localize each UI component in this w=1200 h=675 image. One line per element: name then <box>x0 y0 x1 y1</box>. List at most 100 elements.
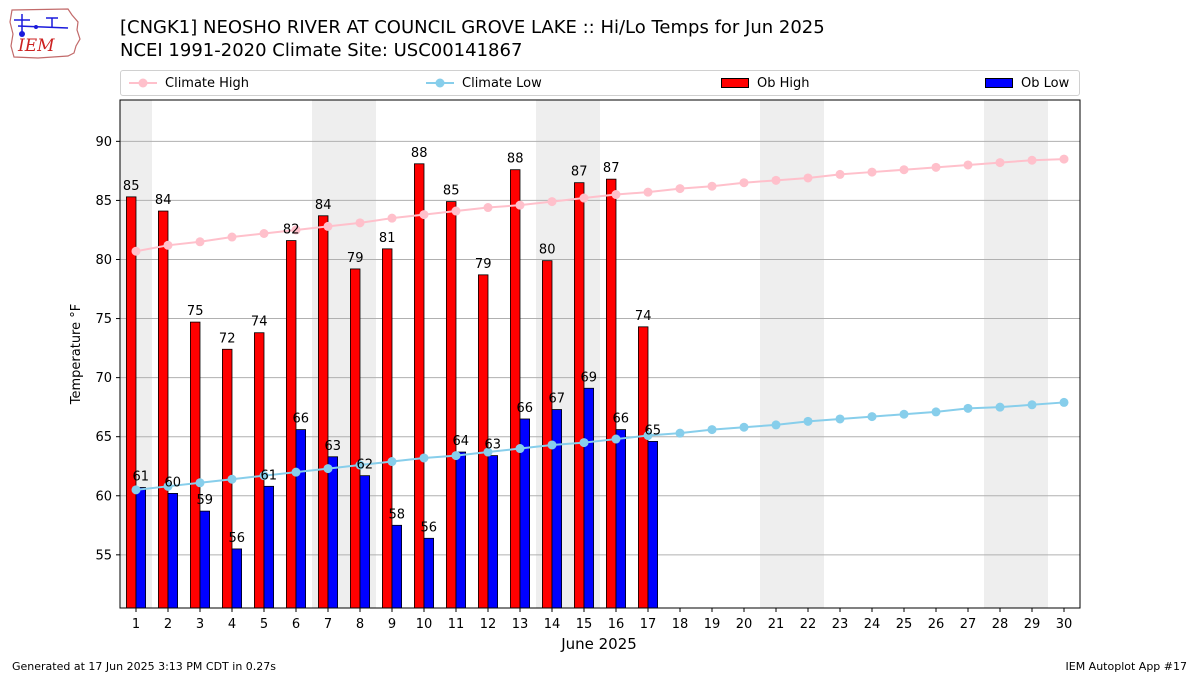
x-tick-label: 26 <box>928 617 945 632</box>
ob-low-bar <box>264 486 274 608</box>
climate-low-point <box>900 410 909 419</box>
climate-high-point <box>868 168 877 177</box>
app-credit: IEM Autoplot App #17 <box>1066 660 1188 673</box>
climate-low-point <box>836 414 845 423</box>
bar-value-label: 85 <box>443 184 460 199</box>
climate-high-point <box>580 194 589 203</box>
bar-value-label: 66 <box>517 401 534 416</box>
climate-high-point <box>772 176 781 185</box>
climate-low-point <box>548 440 557 449</box>
climate-high-point <box>932 163 941 172</box>
ob-low-bar <box>232 549 242 608</box>
x-tick-label: 16 <box>608 617 625 632</box>
climate-low-point <box>996 403 1005 412</box>
climate-low-point <box>708 425 717 434</box>
x-tick-label: 7 <box>324 617 332 632</box>
x-tick-label: 28 <box>992 617 1009 632</box>
climate-low-point <box>388 457 397 466</box>
climate-low-point <box>292 468 301 477</box>
climate-low-point <box>676 429 685 438</box>
ob-high-bar <box>446 202 456 608</box>
x-tick-label: 18 <box>672 617 689 632</box>
bar-value-label: 80 <box>539 243 556 258</box>
bar-value-label: 85 <box>123 179 140 194</box>
climate-low-point <box>772 420 781 429</box>
climate-high-point <box>324 222 333 231</box>
ob-high-bar <box>510 170 520 608</box>
climate-high-point <box>484 203 493 212</box>
climate-low-point <box>740 423 749 432</box>
ob-low-bar <box>136 487 146 608</box>
bar-value-label: 81 <box>379 231 396 246</box>
bar-value-label: 63 <box>325 439 342 454</box>
ob-high-bar <box>382 249 392 608</box>
climate-high-point <box>676 184 685 193</box>
x-tick-label: 17 <box>640 617 657 632</box>
ob-low-bar <box>616 430 626 608</box>
climate-high-point <box>644 188 653 197</box>
bar-value-label: 84 <box>315 198 332 213</box>
climate-high-point <box>356 218 365 227</box>
climate-high-point <box>1060 155 1069 164</box>
x-tick-label: 19 <box>704 617 721 632</box>
climate-low-point <box>612 435 621 444</box>
climate-low-point <box>420 453 429 462</box>
bar-value-label: 88 <box>411 146 428 161</box>
climate-low-point <box>324 464 333 473</box>
ob-low-bar <box>552 410 562 608</box>
bar-value-label: 75 <box>187 304 204 319</box>
ob-low-bar <box>392 525 402 608</box>
climate-high-point <box>260 229 269 238</box>
ob-low-bar <box>648 441 658 608</box>
bar-value-label: 84 <box>155 193 172 208</box>
climate-high-point <box>548 197 557 206</box>
x-tick-label: 29 <box>1024 617 1041 632</box>
ob-low-bar <box>424 538 434 608</box>
bar-value-label: 74 <box>251 315 268 330</box>
bar-value-label: 66 <box>293 412 310 427</box>
x-tick-label: 1 <box>132 617 140 632</box>
bar-value-label: 87 <box>571 165 588 180</box>
climate-low-point <box>1028 400 1037 409</box>
climate-high-point <box>388 214 397 223</box>
generated-note: Generated at 17 Jun 2025 3:13 PM CDT in … <box>12 660 276 673</box>
climate-low-point <box>228 475 237 484</box>
ob-high-bar <box>606 179 616 608</box>
bar-value-label: 59 <box>197 493 214 508</box>
x-tick-label: 27 <box>960 617 977 632</box>
bar-value-label: 88 <box>507 152 524 167</box>
y-tick-label: 85 <box>95 194 112 209</box>
bar-value-label: 64 <box>453 434 470 449</box>
x-tick-label: 3 <box>196 617 204 632</box>
weekend-band <box>984 100 1048 608</box>
x-tick-label: 25 <box>896 617 913 632</box>
y-tick-label: 80 <box>95 253 112 268</box>
ob-high-bar <box>158 211 168 608</box>
climate-high-point <box>804 173 813 182</box>
bar-value-label: 69 <box>581 370 598 385</box>
ob-high-bar <box>638 327 648 608</box>
climate-high-point <box>452 207 461 216</box>
bar-value-label: 82 <box>283 223 300 238</box>
x-tick-label: 24 <box>864 617 881 632</box>
x-tick-label: 15 <box>576 617 593 632</box>
x-tick-label: 21 <box>768 617 785 632</box>
y-tick-label: 60 <box>95 489 112 504</box>
climate-high-point <box>1028 156 1037 165</box>
x-tick-label: 5 <box>260 617 268 632</box>
climate-high-point <box>228 233 237 242</box>
bar-value-label: 63 <box>485 438 502 453</box>
bar-value-label: 87 <box>603 161 620 176</box>
climate-high-point <box>996 158 1005 167</box>
bar-value-label: 72 <box>219 331 236 346</box>
climate-low-point <box>1060 398 1069 407</box>
climate-high-point <box>964 160 973 169</box>
x-tick-label: 13 <box>512 617 529 632</box>
climate-low-point <box>804 417 813 426</box>
ob-low-bar <box>296 430 306 608</box>
y-tick-label: 90 <box>95 135 112 150</box>
x-tick-label: 30 <box>1056 617 1073 632</box>
climate-high-point <box>900 165 909 174</box>
bar-value-label: 56 <box>421 520 438 535</box>
ob-high-bar <box>126 197 136 608</box>
